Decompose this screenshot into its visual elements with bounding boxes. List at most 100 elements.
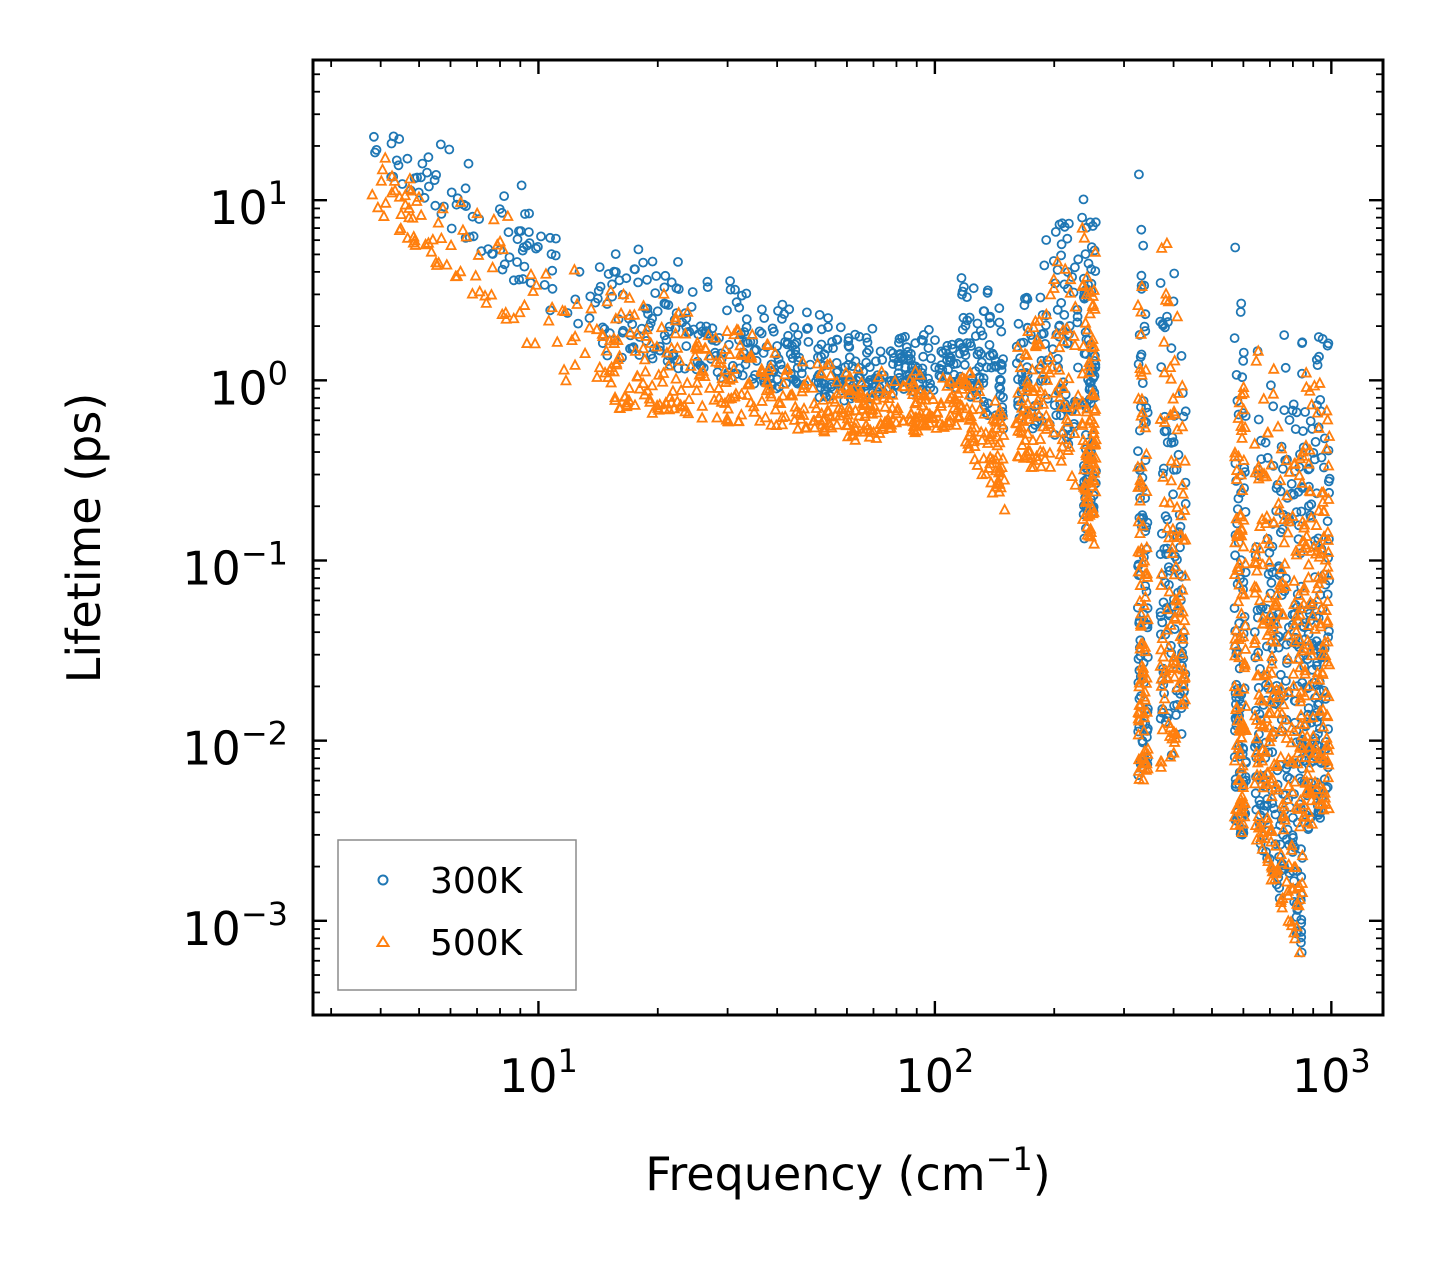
data-point-500k [1277,822,1290,835]
data-point-500k [860,398,873,411]
data-point-500k [1050,327,1063,339]
data-point-500k [968,452,981,465]
data-point-500k [1168,407,1181,419]
data-point-500k [1301,729,1314,742]
data-point-500k [868,399,881,412]
data-point-500k [888,374,901,386]
data-point-300k [930,335,940,346]
data-point-500k [491,238,504,250]
data-point-300k [917,363,928,374]
data-point-500k [1155,642,1168,655]
data-point-500k [1054,377,1067,389]
data-point-300k [515,226,526,236]
data-point-500k [1321,525,1334,537]
data-point-500k [708,393,721,405]
data-point-500k [1268,872,1281,884]
data-point-300k [916,334,927,345]
data-point-500k [1165,454,1178,466]
data-point-500k [1235,607,1248,619]
data-point-500k [855,375,868,388]
data-point-500k [1133,772,1146,784]
data-point-500k [796,355,809,367]
data-point-500k [927,392,940,404]
data-point-500k [1238,587,1251,600]
data-point-500k [1039,388,1051,400]
data-point-500k [1087,426,1100,439]
data-point-500k [1236,483,1249,496]
data-point-500k [1163,585,1176,597]
data-point-500k [1292,652,1305,664]
data-point-500k [1299,776,1312,788]
data-point-300k [659,298,670,309]
data-point-300k [985,318,996,329]
data-point-500k [1089,437,1102,450]
data-point-300k [1286,478,1297,489]
data-point-500k [1269,780,1282,792]
data-point-500k [1299,750,1312,762]
data-point-500k [1233,650,1246,663]
data-point-300k [647,256,658,267]
data-point-300k [1077,212,1087,223]
data-point-500k [486,260,499,273]
data-point-500k [821,358,834,370]
data-point-300k [1319,462,1329,473]
data-point-500k [644,336,657,348]
data-point-500k [1259,516,1272,529]
data-point-500k [656,375,669,387]
data-point-500k [1077,278,1090,290]
data-point-300k [1312,360,1323,371]
data-point-500k [990,421,1003,433]
data-point-500k [1088,404,1101,416]
data-point-300k [494,204,505,215]
data-point-500k [657,287,670,299]
data-point-500k [1303,443,1316,455]
data-point-500k [639,364,652,377]
data-point-500k [843,370,856,382]
data-point-500k [1035,459,1048,472]
data-point-300k [1324,473,1335,484]
data-point-500k [1263,536,1276,549]
data-point-500k [1250,731,1263,744]
data-point-300k [524,208,534,219]
data-point-500k [735,408,748,420]
data-point-500k [1088,462,1101,474]
data-point-500k [817,413,830,425]
data-point-500k [1297,809,1310,821]
data-point-500k [1267,725,1280,737]
data-point-300k [730,284,740,295]
data-point-500k [1086,450,1099,462]
data-point-500k [1062,371,1075,384]
data-point-500k [1322,758,1335,770]
data-point-500k [445,238,458,251]
data-point-300k [823,313,833,323]
data-point-500k [1084,522,1097,534]
data-point-500k [910,395,923,407]
data-point-500k [440,258,453,270]
data-point-300k [681,341,692,352]
data-point-500k [530,278,543,290]
data-point-500k [1250,713,1263,725]
data-point-500k [746,327,759,340]
data-point-300k [1252,605,1263,615]
data-point-500k [1132,714,1145,726]
data-point-500k [841,429,854,442]
data-point-500k [1068,338,1081,350]
data-point-500k [1298,689,1311,701]
data-point-300k [985,311,995,322]
data-point-300k [864,362,875,373]
data-point-300k [499,259,510,270]
data-point-500k [1141,612,1154,625]
data-point-500k [609,390,622,403]
data-point-500k [1088,416,1101,428]
data-point-300k [994,303,1005,314]
data-point-500k [1261,591,1274,603]
data-point-500k [1049,386,1062,398]
data-point-500k [1253,593,1266,606]
data-point-300k [1297,338,1307,349]
x-tick-label: 101 [499,1042,578,1103]
data-point-500k [748,405,761,417]
data-point-500k [1228,567,1241,580]
data-point-500k [1087,422,1100,435]
data-point-300k [531,243,541,254]
data-point-500k [1272,420,1284,432]
